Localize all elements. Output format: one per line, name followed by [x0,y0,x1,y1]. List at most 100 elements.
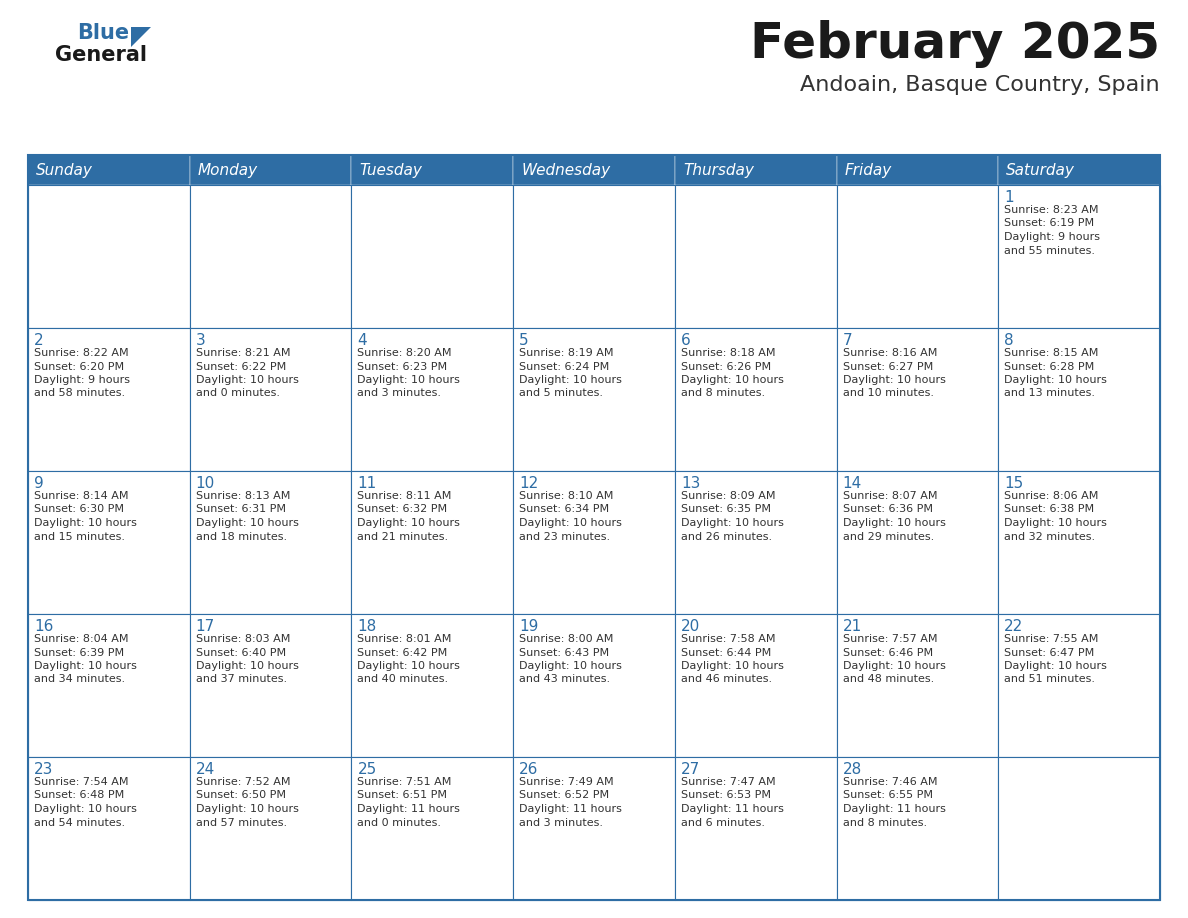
Text: Wednesday: Wednesday [522,162,611,177]
Text: Daylight: 10 hours: Daylight: 10 hours [681,518,784,528]
Text: Daylight: 10 hours: Daylight: 10 hours [358,518,460,528]
Text: Sunset: 6:47 PM: Sunset: 6:47 PM [1004,647,1094,657]
Polygon shape [131,27,151,47]
Text: and 34 minutes.: and 34 minutes. [34,675,125,685]
Text: and 48 minutes.: and 48 minutes. [842,675,934,685]
Text: and 5 minutes.: and 5 minutes. [519,388,604,398]
Text: Sunset: 6:32 PM: Sunset: 6:32 PM [358,505,448,514]
Text: Daylight: 10 hours: Daylight: 10 hours [519,375,623,385]
Text: Sunrise: 7:51 AM: Sunrise: 7:51 AM [358,777,451,787]
Text: Sunset: 6:46 PM: Sunset: 6:46 PM [842,647,933,657]
Bar [998,757,1159,900]
Text: Daylight: 10 hours: Daylight: 10 hours [842,518,946,528]
Text: Sunday: Sunday [36,162,93,177]
Text: Sunset: 6:42 PM: Sunset: 6:42 PM [358,647,448,657]
Text: and 54 minutes.: and 54 minutes. [34,818,125,827]
Text: Sunset: 6:50 PM: Sunset: 6:50 PM [196,790,286,800]
Text: and 58 minutes.: and 58 minutes. [34,388,125,398]
Text: Sunset: 6:26 PM: Sunset: 6:26 PM [681,362,771,372]
Text: and 3 minutes.: and 3 minutes. [519,818,604,827]
Text: Sunset: 6:40 PM: Sunset: 6:40 PM [196,647,286,657]
Text: Daylight: 9 hours: Daylight: 9 hours [1004,232,1100,242]
Text: 18: 18 [358,619,377,634]
Text: Sunrise: 8:16 AM: Sunrise: 8:16 AM [842,348,937,358]
Text: 13: 13 [681,476,700,491]
Text: and 37 minutes.: and 37 minutes. [196,675,286,685]
Bar [675,155,836,185]
Text: and 13 minutes.: and 13 minutes. [1004,388,1095,398]
Text: Sunrise: 7:47 AM: Sunrise: 7:47 AM [681,777,776,787]
Text: Daylight: 10 hours: Daylight: 10 hours [358,661,460,671]
Text: Sunset: 6:52 PM: Sunset: 6:52 PM [519,790,609,800]
Text: General: General [55,45,147,65]
Text: 23: 23 [34,762,53,777]
Text: and 32 minutes.: and 32 minutes. [1004,532,1095,542]
Bar [513,614,675,757]
Text: Sunset: 6:23 PM: Sunset: 6:23 PM [358,362,448,372]
Text: Sunrise: 8:14 AM: Sunrise: 8:14 AM [34,491,128,501]
Text: Sunrise: 8:18 AM: Sunrise: 8:18 AM [681,348,776,358]
Bar [998,614,1159,757]
Bar [513,757,675,900]
Text: Daylight: 10 hours: Daylight: 10 hours [34,661,137,671]
Text: Sunset: 6:36 PM: Sunset: 6:36 PM [842,505,933,514]
Text: 2: 2 [34,333,44,348]
Text: 12: 12 [519,476,538,491]
Text: Daylight: 10 hours: Daylight: 10 hours [1004,518,1107,528]
Bar [190,328,352,471]
Text: Sunrise: 8:19 AM: Sunrise: 8:19 AM [519,348,614,358]
Text: February 2025: February 2025 [750,20,1159,68]
Text: Daylight: 10 hours: Daylight: 10 hours [34,804,137,814]
Text: Sunrise: 8:10 AM: Sunrise: 8:10 AM [519,491,613,501]
Text: Sunrise: 8:00 AM: Sunrise: 8:00 AM [519,634,613,644]
Text: 10: 10 [196,476,215,491]
Text: 21: 21 [842,619,861,634]
Bar [352,185,513,328]
Text: Daylight: 10 hours: Daylight: 10 hours [519,661,623,671]
Text: and 18 minutes.: and 18 minutes. [196,532,286,542]
Bar [675,471,836,614]
Text: 24: 24 [196,762,215,777]
Text: Andoain, Basque Country, Spain: Andoain, Basque Country, Spain [801,75,1159,95]
Text: and 55 minutes.: and 55 minutes. [1004,245,1095,255]
Text: Sunrise: 7:57 AM: Sunrise: 7:57 AM [842,634,937,644]
Text: 27: 27 [681,762,700,777]
Bar [675,757,836,900]
Text: Daylight: 11 hours: Daylight: 11 hours [519,804,623,814]
Text: and 57 minutes.: and 57 minutes. [196,818,286,827]
Text: 16: 16 [34,619,53,634]
Text: and 0 minutes.: and 0 minutes. [358,818,442,827]
Text: 8: 8 [1004,333,1013,348]
Text: 26: 26 [519,762,538,777]
Text: Sunrise: 8:13 AM: Sunrise: 8:13 AM [196,491,290,501]
Text: 7: 7 [842,333,852,348]
Bar [29,614,190,757]
Text: Daylight: 10 hours: Daylight: 10 hours [196,518,298,528]
Text: Sunset: 6:55 PM: Sunset: 6:55 PM [842,790,933,800]
Bar [190,471,352,614]
Bar [29,185,190,328]
Bar [513,328,675,471]
Text: and 21 minutes.: and 21 minutes. [358,532,449,542]
Text: 15: 15 [1004,476,1024,491]
Text: Sunrise: 8:20 AM: Sunrise: 8:20 AM [358,348,451,358]
Text: Tuesday: Tuesday [360,162,422,177]
Text: Daylight: 10 hours: Daylight: 10 hours [196,375,298,385]
Text: Daylight: 10 hours: Daylight: 10 hours [196,661,298,671]
Text: Daylight: 10 hours: Daylight: 10 hours [196,804,298,814]
Bar [836,185,998,328]
Text: 28: 28 [842,762,861,777]
Text: and 3 minutes.: and 3 minutes. [358,388,442,398]
Bar [513,185,675,328]
Bar [675,614,836,757]
Text: Sunset: 6:20 PM: Sunset: 6:20 PM [34,362,124,372]
Bar [190,757,352,900]
Text: Sunrise: 8:22 AM: Sunrise: 8:22 AM [34,348,128,358]
Text: Sunrise: 8:09 AM: Sunrise: 8:09 AM [681,491,776,501]
Text: Daylight: 9 hours: Daylight: 9 hours [34,375,129,385]
Text: and 15 minutes.: and 15 minutes. [34,532,125,542]
Bar [190,185,352,328]
Bar [998,155,1159,185]
Bar [998,185,1159,328]
Text: 19: 19 [519,619,538,634]
